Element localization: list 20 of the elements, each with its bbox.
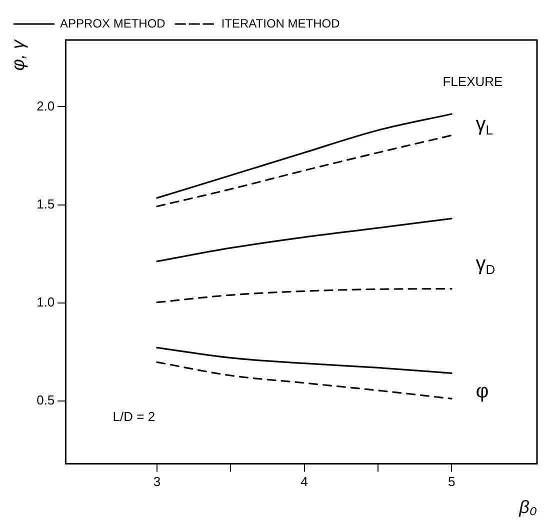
x-tick-label: 4 (300, 474, 308, 490)
line-series (156, 288, 452, 304)
y-tick-label: 1.5 (36, 196, 55, 212)
legend-label: APPROX METHOD (60, 16, 166, 30)
x-axis-title: β₀ (518, 497, 538, 518)
annotation: FLEXURE (442, 74, 504, 89)
legend-label: ITERATION METHOD (221, 16, 340, 30)
line-series (156, 218, 452, 262)
x-tick-label: 5 (448, 474, 456, 490)
y-tick-label: 1.0 (36, 294, 55, 310)
y-tick-label: 0.5 (36, 392, 55, 408)
annotation: L/D = 2 (112, 408, 156, 424)
line-series (156, 346, 452, 374)
x-tick-label: 3 (153, 474, 161, 490)
annotation: φ (476, 380, 489, 402)
y-tick-label: 2.0 (36, 98, 55, 114)
line-series (156, 134, 452, 208)
y-axis-title: φ, γ (8, 39, 28, 71)
line-series (156, 361, 452, 400)
line-series (156, 113, 452, 199)
